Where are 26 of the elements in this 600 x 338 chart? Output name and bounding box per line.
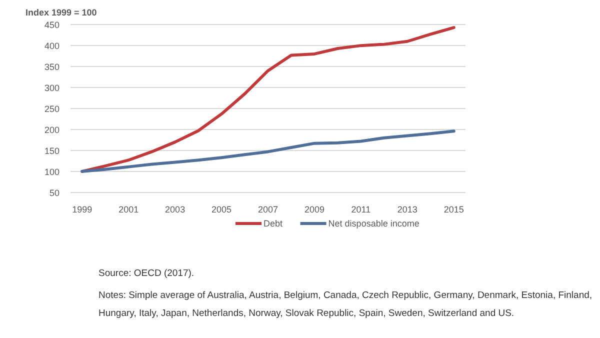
line-series [80,130,456,173]
x-tick-label: 2015 [444,204,464,214]
text: Hungary, Italy, Japan, Netherlands, Norway, Slovak Republic, Spain, Sweden, Switzerland and US. [98,308,514,319]
x-tick-label: 2013 [397,204,418,214]
y-tick-label: 150 [44,146,60,156]
x-tick-label: 2007 [258,204,278,214]
y-tick-label: 200 [44,124,60,135]
text: Notes: Simple average of Australia, Austria, Belgium, Canada, Czech Republic, Germany, Denmark, Estonia, Finland, [98,290,592,301]
y-tick-label: 400 [44,41,60,52]
line-series [80,26,456,173]
y-tick-label: 300 [44,83,60,94]
x-tick-label: 2001 [118,204,139,214]
legend-label: Net disposable income [328,218,420,228]
source-note: Source: OECD (2017). [98,268,194,279]
y-tick-label: 450 [44,20,60,30]
x-tick-label: 2011 [351,204,371,214]
x-tick-label: 2005 [212,204,232,214]
y-axis-title: Index 1999 = 100 [26,8,97,18]
x-tick-label: 2003 [165,204,186,214]
y-tick-label: 350 [44,62,60,72]
x-tick-label: 2009 [304,204,324,214]
y-tick-label: 250 [44,104,60,114]
y-tick-label: 50 [49,188,60,198]
x-tick-label: 1999 [72,204,92,214]
legend-label: Debt [264,218,284,228]
y-tick-label: 100 [44,166,60,177]
